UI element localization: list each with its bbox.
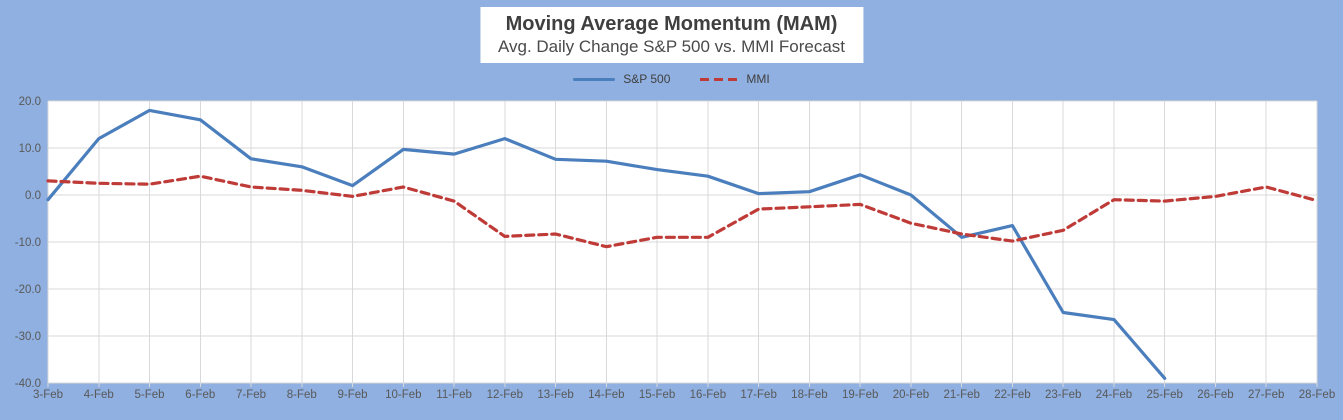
x-axis-tick-label: 15-Feb (639, 389, 675, 401)
x-axis-tick-label: 8-Feb (287, 389, 317, 401)
y-axis-tick-label: -10.0 (15, 237, 41, 249)
x-axis-tick-label: 22-Feb (994, 389, 1030, 401)
legend-item-mmi: MMI (700, 72, 770, 86)
mmi-dashed-swatch-icon (700, 77, 739, 81)
x-axis-tick-label: 21-Feb (943, 389, 979, 401)
x-axis-tick-label: 12-Feb (487, 389, 523, 401)
x-axis-tick-label: 13-Feb (537, 389, 573, 401)
y-axis-tick-label: 0.0 (25, 190, 41, 202)
legend-label-mmi: MMI (746, 72, 770, 86)
y-axis-tick-label: -20.0 (15, 284, 41, 296)
x-axis-tick-label: 18-Feb (791, 389, 827, 401)
legend-item-sp500: S&P 500 (573, 72, 670, 86)
chart-title-box: Moving Average Momentum (MAM) Avg. Daily… (479, 7, 864, 64)
x-axis-tick-label: 19-Feb (842, 389, 878, 401)
x-axis-tick-label: 9-Feb (338, 389, 368, 401)
chart-subtitle: Avg. Daily Change S&P 500 vs. MMI Foreca… (497, 37, 846, 56)
x-axis-tick-label: 3-Feb (33, 389, 63, 401)
x-axis-tick-label: 14-Feb (588, 389, 624, 401)
chart-title: Moving Average Momentum (MAM) (505, 13, 838, 35)
x-axis-tick-label: 24-Feb (1096, 389, 1132, 401)
x-axis-tick-label: 6-Feb (185, 389, 215, 401)
x-axis-tick-label: 20-Feb (893, 389, 929, 401)
x-axis-tick-label: 17-Feb (740, 389, 776, 401)
x-axis-tick-label: 5-Feb (134, 389, 164, 401)
x-axis-tick-label: 23-Feb (1045, 389, 1081, 401)
legend-label-sp500: S&P 500 (623, 72, 671, 86)
x-axis-tick-label: 27-Feb (1248, 389, 1284, 401)
x-axis-tick-label: 26-Feb (1197, 389, 1233, 401)
sp500-line-swatch-icon (573, 77, 616, 81)
chart-legend: S&P 500 MMI (0, 72, 1343, 86)
x-axis-tick-label: 16-Feb (690, 389, 726, 401)
y-axis-tick-label: -40.0 (15, 378, 41, 390)
y-axis-tick-label: -30.0 (15, 331, 41, 343)
x-axis-tick-label: 28-Feb (1299, 389, 1335, 401)
x-axis-tick-label: 11-Feb (436, 389, 472, 401)
series-line-0 (46, 108, 1167, 380)
x-axis-tick-label: 10-Feb (385, 389, 421, 401)
x-axis-tick-label: 4-Feb (84, 389, 114, 401)
x-axis-tick-label: 7-Feb (236, 389, 266, 401)
series-line-1 (46, 174, 1319, 249)
y-axis-tick-label: 20.0 (19, 96, 41, 108)
y-axis-tick-label: 10.0 (19, 143, 41, 155)
x-axis-tick-label: 25-Feb (1147, 389, 1183, 401)
